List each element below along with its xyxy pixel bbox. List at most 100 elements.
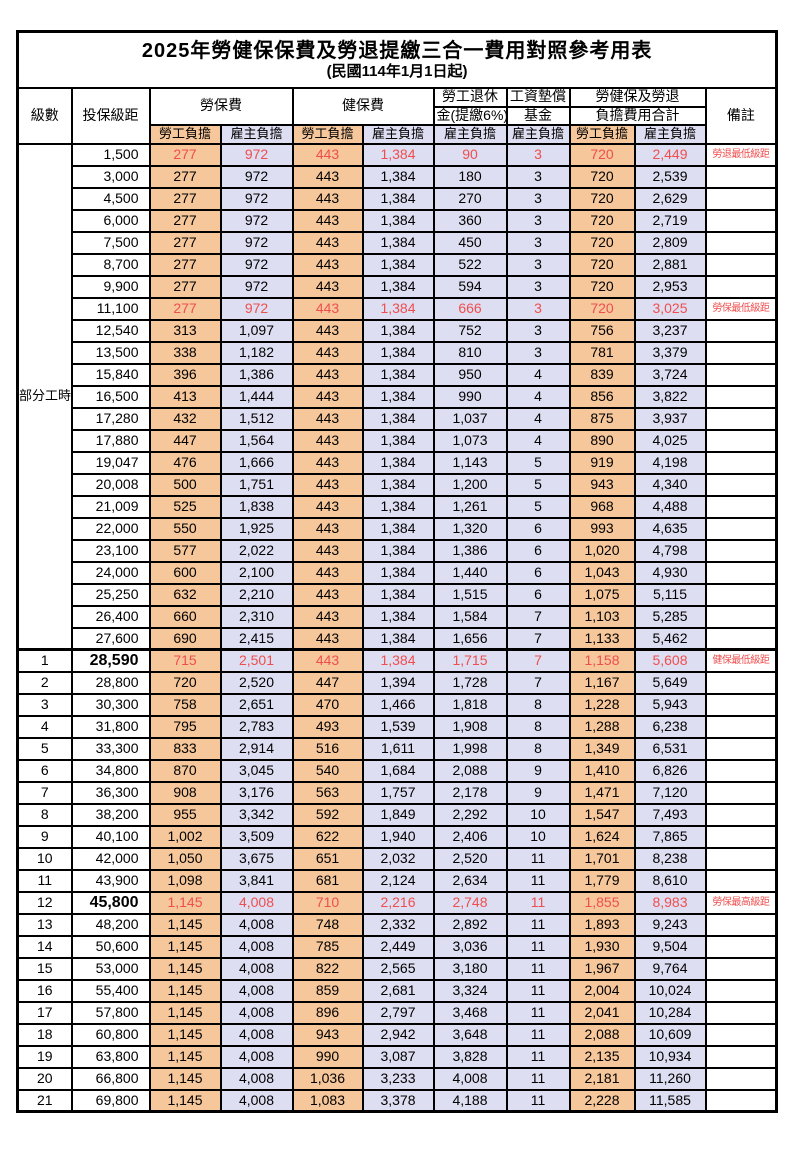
value-cell: 2,520 bbox=[219, 670, 294, 695]
bracket-cell: 12,540 bbox=[70, 318, 151, 343]
value-cell: 972 bbox=[219, 230, 294, 255]
table-row: 3,000 277 972 443 1,384 180 3 720 2,539 bbox=[18, 164, 778, 189]
value-cell: 2,022 bbox=[219, 538, 294, 563]
value-cell: 1,020 bbox=[568, 538, 636, 563]
value-cell: 277 bbox=[148, 296, 222, 321]
value-cell: 2,181 bbox=[568, 1066, 636, 1091]
value-cell: 908 bbox=[148, 780, 222, 805]
value-cell: 2,914 bbox=[219, 736, 294, 761]
header-health-fee: 健保費 bbox=[291, 86, 435, 126]
value-cell: 622 bbox=[291, 824, 364, 849]
value-cell: 3,025 bbox=[633, 296, 707, 321]
value-cell: 2,088 bbox=[568, 1022, 636, 1047]
bracket-cell: 34,800 bbox=[70, 758, 151, 783]
remark-cell bbox=[704, 780, 778, 805]
level-cell: 12 bbox=[16, 890, 73, 915]
bracket-cell: 40,100 bbox=[70, 824, 151, 849]
value-cell: 11 bbox=[505, 1022, 571, 1047]
value-cell: 6,826 bbox=[633, 758, 707, 783]
value-cell: 2,797 bbox=[361, 1000, 435, 1025]
level-cell: 9 bbox=[16, 824, 73, 849]
value-cell: 822 bbox=[291, 956, 364, 981]
value-cell: 3 bbox=[505, 252, 571, 277]
value-cell: 972 bbox=[219, 252, 294, 277]
value-cell: 990 bbox=[432, 384, 508, 409]
value-cell: 1,228 bbox=[568, 692, 636, 717]
bracket-cell: 50,600 bbox=[70, 934, 151, 959]
value-cell: 781 bbox=[568, 340, 636, 365]
value-cell: 666 bbox=[432, 296, 508, 321]
value-cell: 6 bbox=[505, 582, 571, 607]
value-cell: 8,610 bbox=[633, 868, 707, 893]
value-cell: 1,818 bbox=[432, 692, 508, 717]
bracket-cell: 42,000 bbox=[70, 846, 151, 871]
value-cell: 2,310 bbox=[219, 604, 294, 629]
bracket-cell: 9,900 bbox=[70, 274, 151, 299]
value-cell: 1,849 bbox=[361, 802, 435, 827]
value-cell: 1,440 bbox=[432, 560, 508, 585]
value-cell: 1,384 bbox=[361, 274, 435, 299]
remark-cell bbox=[704, 846, 778, 871]
value-cell: 1,908 bbox=[432, 714, 508, 739]
table-row: 25,250 632 2,210 443 1,384 1,515 6 1,075 5,115 bbox=[18, 582, 778, 607]
value-cell: 752 bbox=[432, 318, 508, 343]
value-cell: 1,073 bbox=[432, 428, 508, 453]
header-remark: 備註 bbox=[704, 86, 778, 145]
remark-cell bbox=[704, 318, 778, 343]
value-cell: 2,228 bbox=[568, 1088, 636, 1113]
value-cell: 2,100 bbox=[219, 560, 294, 585]
value-cell: 3 bbox=[505, 186, 571, 211]
value-cell: 2,651 bbox=[219, 692, 294, 717]
value-cell: 1,547 bbox=[568, 802, 636, 827]
value-cell: 720 bbox=[568, 164, 636, 189]
bracket-cell: 23,100 bbox=[70, 538, 151, 563]
level-cell: 17 bbox=[16, 1000, 73, 1025]
bracket-cell: 28,800 bbox=[70, 670, 151, 695]
value-cell: 443 bbox=[291, 516, 364, 541]
value-cell: 1,145 bbox=[148, 1088, 222, 1113]
value-cell: 1,466 bbox=[361, 692, 435, 717]
table-row: 13,500 338 1,182 443 1,384 810 3 781 3,379 bbox=[18, 340, 778, 365]
remark-cell bbox=[704, 1022, 778, 1047]
value-cell: 10,284 bbox=[633, 1000, 707, 1025]
value-cell: 4,008 bbox=[219, 1044, 294, 1069]
level-cell: 13 bbox=[16, 912, 73, 937]
table-row: 15 53,000 1,145 4,008 822 2,565 3,180 11 1,967 9,… bbox=[16, 956, 778, 981]
table-row: 15,840 396 1,386 443 1,384 950 4 839 3,724 bbox=[18, 362, 778, 387]
value-cell: 1,097 bbox=[219, 318, 294, 343]
value-cell: 875 bbox=[568, 406, 636, 431]
value-cell: 3 bbox=[505, 208, 571, 233]
bracket-cell: 36,300 bbox=[70, 780, 151, 805]
remark-cell bbox=[704, 956, 778, 981]
value-cell: 720 bbox=[568, 252, 636, 277]
value-cell: 2,032 bbox=[361, 846, 435, 871]
value-cell: 1,930 bbox=[568, 934, 636, 959]
remark-cell bbox=[704, 208, 778, 233]
value-cell: 3,237 bbox=[633, 318, 707, 343]
remark-cell bbox=[704, 274, 778, 299]
table-row: 16 55,400 1,145 4,008 859 2,681 3,324 11 2,004 10… bbox=[16, 978, 778, 1003]
value-cell: 720 bbox=[148, 670, 222, 695]
value-cell: 4,025 bbox=[633, 428, 707, 453]
header-labor-fee: 勞保費 bbox=[148, 86, 294, 126]
subheader-total-employer: 雇主負擔 bbox=[633, 123, 707, 145]
value-cell: 11 bbox=[505, 934, 571, 959]
value-cell: 1,384 bbox=[361, 450, 435, 475]
value-cell: 500 bbox=[148, 472, 222, 497]
value-cell: 972 bbox=[219, 208, 294, 233]
value-cell: 1,384 bbox=[361, 604, 435, 629]
value-cell: 7,120 bbox=[633, 780, 707, 805]
value-cell: 3,176 bbox=[219, 780, 294, 805]
value-cell: 8 bbox=[505, 714, 571, 739]
value-cell: 3,233 bbox=[361, 1066, 435, 1091]
value-cell: 890 bbox=[568, 428, 636, 453]
value-cell: 1,539 bbox=[361, 714, 435, 739]
page-subtitle: (民國114年1月1日起) bbox=[326, 62, 468, 80]
value-cell: 2,539 bbox=[633, 164, 707, 189]
value-cell: 9,504 bbox=[633, 934, 707, 959]
value-cell: 3,324 bbox=[432, 978, 508, 1003]
value-cell: 11 bbox=[505, 1066, 571, 1091]
value-cell: 1,751 bbox=[219, 472, 294, 497]
remark-cell bbox=[704, 582, 778, 607]
value-cell: 10 bbox=[505, 824, 571, 849]
